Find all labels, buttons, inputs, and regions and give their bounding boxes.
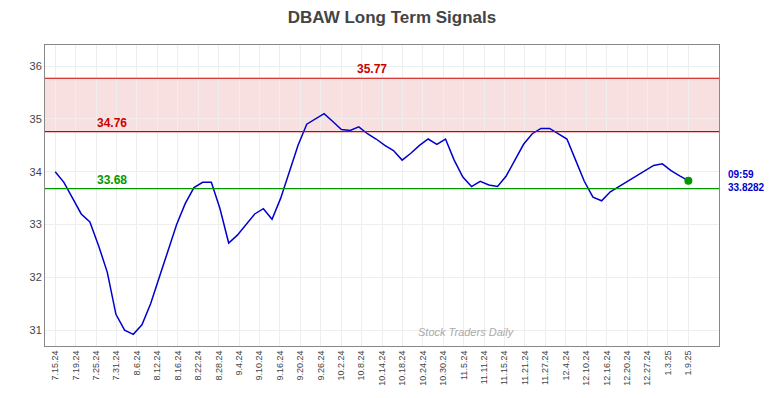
- svg-text:36: 36: [30, 60, 42, 72]
- svg-text:33.68: 33.68: [97, 173, 127, 187]
- svg-text:34: 34: [30, 166, 42, 178]
- svg-text:10.24.24: 10.24.24: [418, 351, 428, 386]
- svg-text:10.8.24: 10.8.24: [357, 351, 367, 381]
- svg-text:35.77: 35.77: [357, 62, 387, 76]
- svg-text:31: 31: [30, 324, 42, 336]
- svg-text:12.4.24: 12.4.24: [561, 351, 571, 381]
- svg-text:8.22.24: 8.22.24: [193, 351, 203, 381]
- svg-text:10.14.24: 10.14.24: [377, 351, 387, 386]
- svg-text:11.11.24: 11.11.24: [479, 351, 489, 385]
- svg-text:8.28.24: 8.28.24: [214, 351, 224, 381]
- svg-text:34.76: 34.76: [97, 116, 127, 130]
- svg-text:8.12.24: 8.12.24: [152, 351, 162, 381]
- svg-text:9.20.24: 9.20.24: [295, 351, 305, 381]
- svg-text:9.10.24: 9.10.24: [254, 351, 264, 381]
- svg-text:12.10.24: 12.10.24: [581, 351, 591, 386]
- svg-text:9.4.24: 9.4.24: [234, 351, 244, 376]
- svg-text:10.2.24: 10.2.24: [336, 351, 346, 381]
- svg-text:DBAW Long Term Signals: DBAW Long Term Signals: [288, 8, 496, 27]
- svg-text:10.30.24: 10.30.24: [438, 351, 448, 386]
- svg-text:09:5933.8282: 09:5933.8282: [728, 169, 765, 193]
- svg-text:32: 32: [30, 271, 42, 283]
- svg-text:8.16.24: 8.16.24: [173, 351, 183, 381]
- svg-text:7.25.24: 7.25.24: [91, 351, 101, 381]
- svg-text:35: 35: [30, 113, 42, 125]
- svg-text:11.21.24: 11.21.24: [520, 351, 530, 385]
- svg-text:33: 33: [30, 218, 42, 230]
- svg-text:9.16.24: 9.16.24: [275, 351, 285, 381]
- svg-text:Stock Traders Daily: Stock Traders Daily: [418, 326, 515, 338]
- svg-text:12.16.24: 12.16.24: [602, 351, 612, 386]
- svg-text:7.31.24: 7.31.24: [111, 351, 121, 381]
- svg-text:12.20.24: 12.20.24: [622, 351, 632, 386]
- svg-text:9.26.24: 9.26.24: [316, 351, 326, 381]
- svg-text:10.18.24: 10.18.24: [397, 351, 407, 386]
- svg-text:7.15.24: 7.15.24: [50, 351, 60, 381]
- svg-text:11.15.24: 11.15.24: [499, 351, 509, 385]
- svg-text:7.19.24: 7.19.24: [71, 351, 81, 381]
- svg-text:11.5.24: 11.5.24: [459, 351, 469, 380]
- svg-text:1.9.25: 1.9.25: [683, 351, 693, 376]
- svg-text:12.27.24: 12.27.24: [642, 351, 652, 386]
- svg-text:11.27.24: 11.27.24: [540, 351, 550, 385]
- svg-text:1.3.25: 1.3.25: [663, 351, 673, 376]
- svg-text:8.6.24: 8.6.24: [132, 351, 142, 376]
